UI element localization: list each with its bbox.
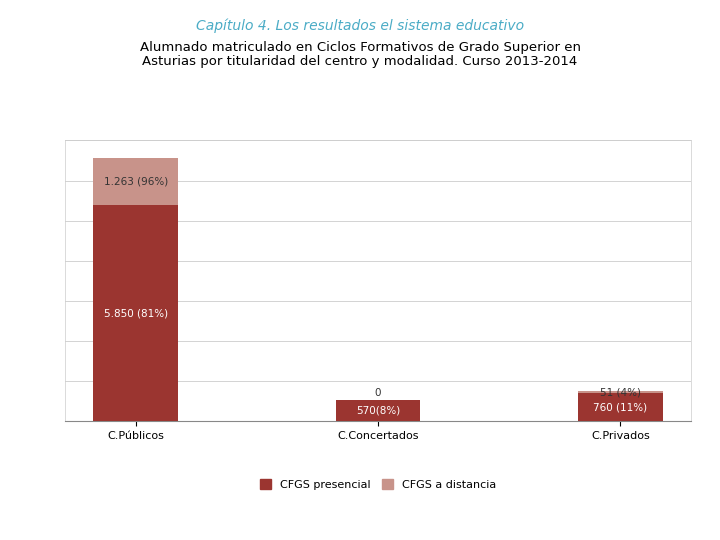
Bar bbox=[94, 205, 178, 421]
Text: 760 (11%): 760 (11%) bbox=[593, 402, 647, 412]
Text: 1.263 (96%): 1.263 (96%) bbox=[104, 177, 168, 187]
Bar bbox=[336, 400, 420, 421]
Bar bbox=[578, 392, 662, 393]
Text: 0: 0 bbox=[374, 388, 382, 398]
Legend: CFGS presencial, CFGS a distancia: CFGS presencial, CFGS a distancia bbox=[256, 475, 500, 494]
Text: Capítulo 4. Los resultados el sistema educativo: Capítulo 4. Los resultados el sistema ed… bbox=[196, 19, 524, 33]
Text: Alumnado matriculado en Ciclos Formativos de Grado Superior en
Asturias por titu: Alumnado matriculado en Ciclos Formativo… bbox=[140, 40, 580, 69]
Text: 5.850 (81%): 5.850 (81%) bbox=[104, 308, 168, 318]
Bar bbox=[94, 158, 178, 205]
Text: 570(8%): 570(8%) bbox=[356, 406, 400, 416]
Text: 51 (4%): 51 (4%) bbox=[600, 387, 641, 397]
Bar bbox=[578, 393, 662, 421]
